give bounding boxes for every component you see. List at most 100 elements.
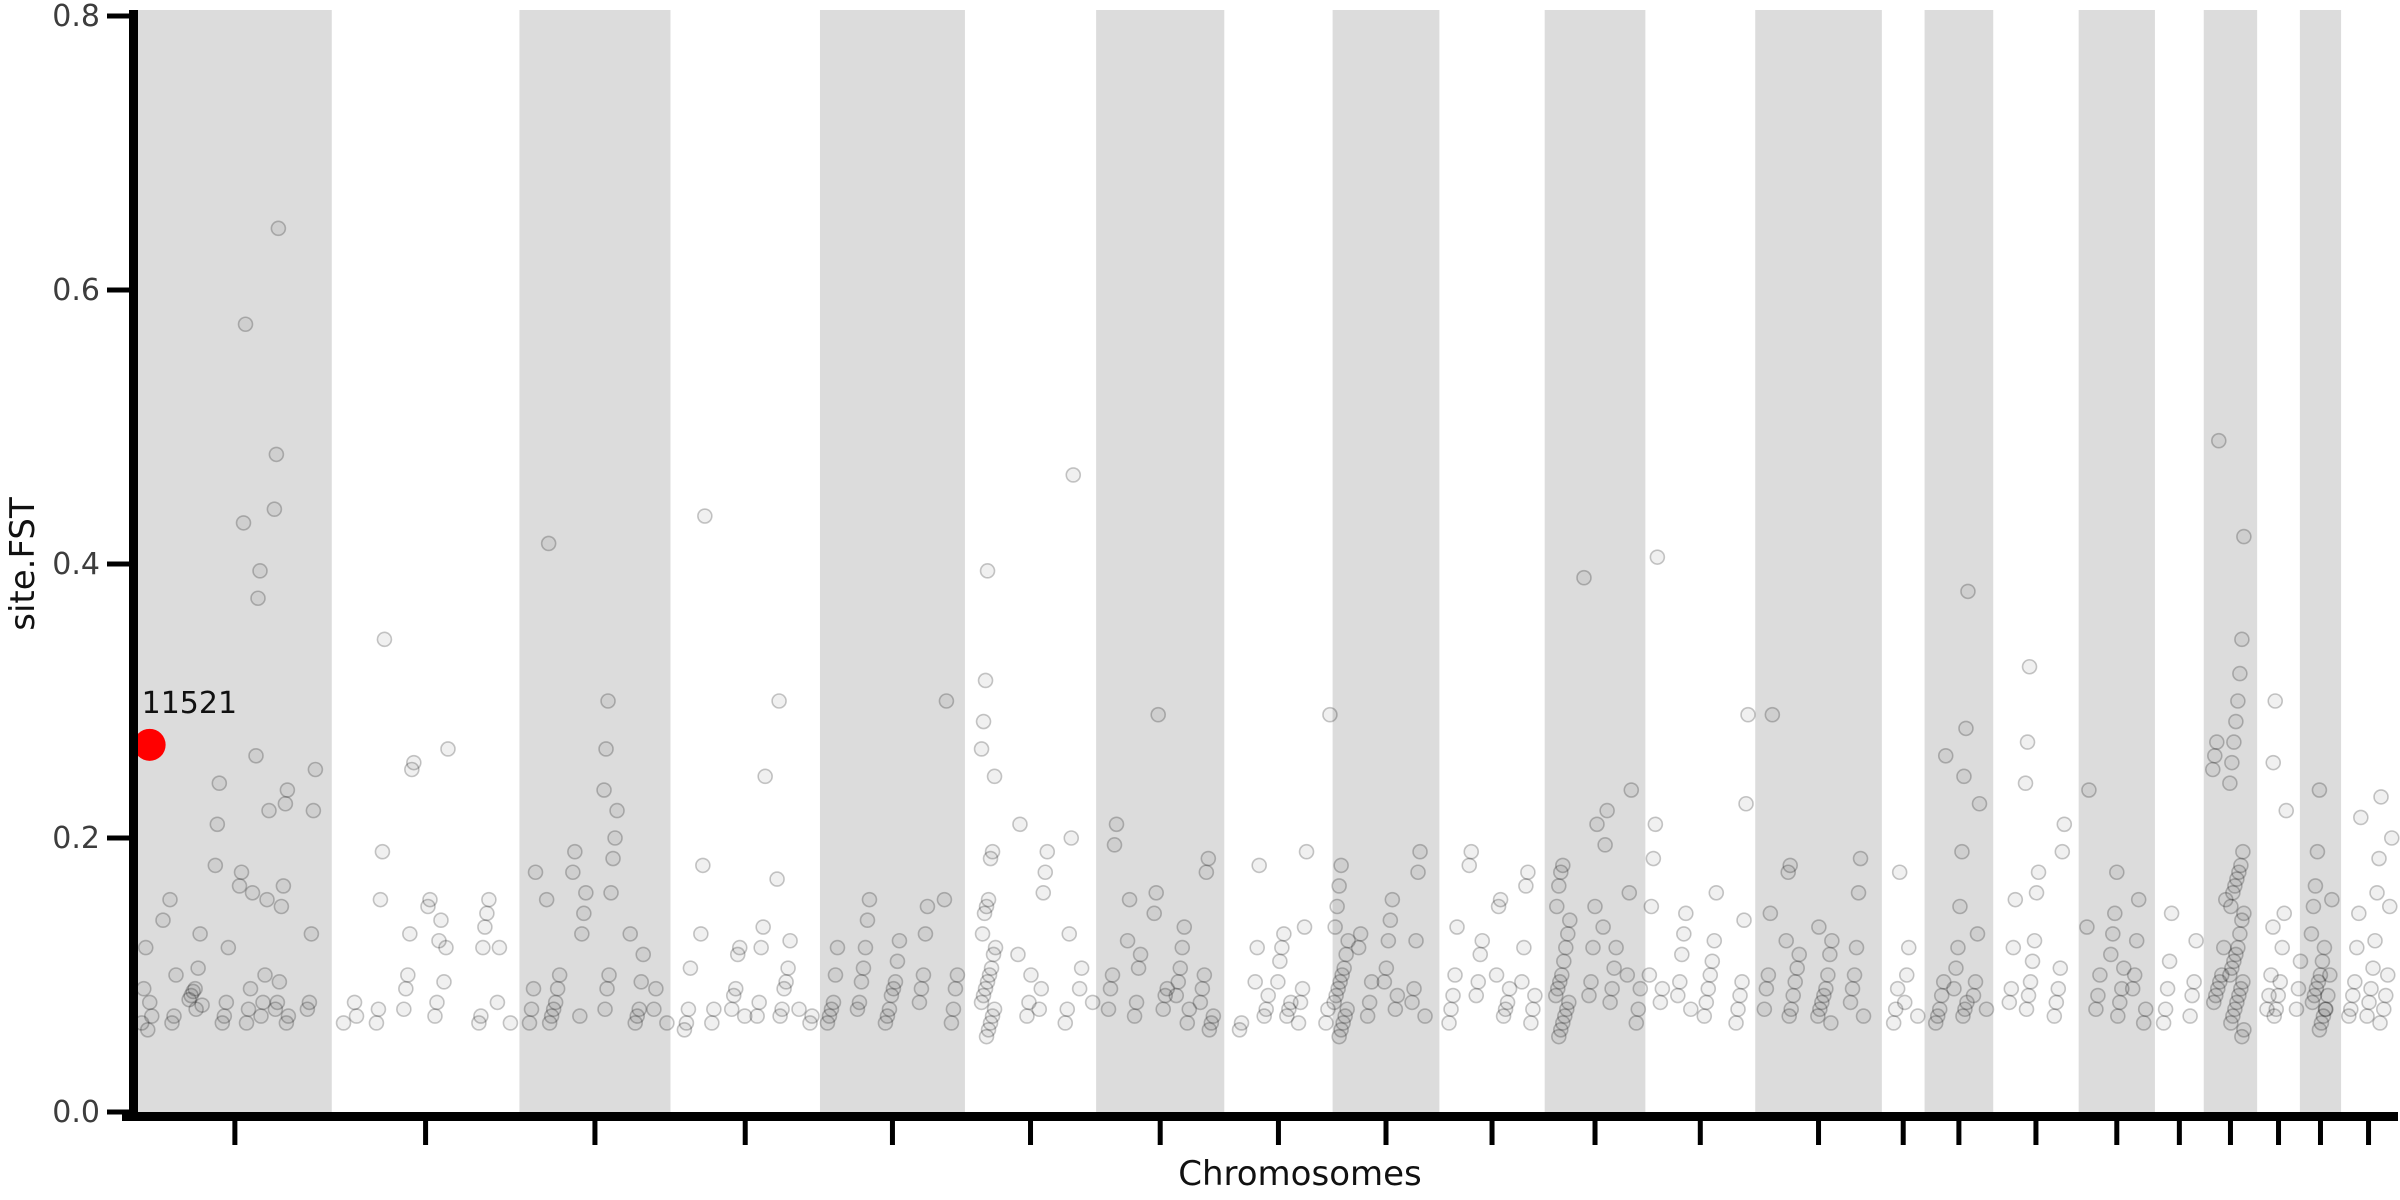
data-point — [523, 1001, 540, 1018]
data-point — [2259, 1001, 2275, 1018]
x-axis-tick — [889, 1121, 895, 1145]
data-point — [427, 1008, 443, 1024]
data-point — [1019, 1008, 1035, 1024]
data-point — [162, 891, 178, 908]
data-point — [2223, 1015, 2239, 1031]
data-point — [1950, 939, 1966, 956]
data-point — [2324, 891, 2340, 908]
data-point — [1937, 747, 1954, 764]
data-point — [936, 891, 953, 908]
data-point — [1322, 706, 1338, 723]
data-point — [1810, 1008, 1826, 1024]
data-point — [1698, 994, 1715, 1011]
data-point — [1497, 1001, 1514, 1018]
data-point — [248, 747, 264, 764]
data-point — [422, 891, 438, 908]
data-point — [2233, 980, 2249, 997]
data-point — [477, 919, 493, 935]
data-point — [2361, 994, 2377, 1011]
data-point — [1957, 1001, 1973, 1018]
data-point — [1959, 994, 1975, 1011]
y-tick-label: 0.6 — [52, 273, 100, 308]
data-point — [220, 939, 237, 956]
data-point — [659, 1015, 675, 1031]
data-point — [601, 967, 617, 983]
data-point — [2341, 1008, 2357, 1024]
data-point — [538, 891, 555, 908]
data-point — [827, 967, 844, 983]
data-point — [1276, 926, 1292, 942]
data-point — [2048, 994, 2065, 1011]
data-point — [2383, 830, 2400, 846]
data-point — [2222, 967, 2238, 983]
data-point — [771, 693, 787, 709]
data-point — [299, 1001, 316, 1018]
data-point — [1292, 994, 1309, 1011]
data-point — [945, 1001, 962, 1018]
data-point — [1645, 850, 1662, 867]
data-point — [402, 926, 418, 942]
data-point — [1933, 987, 1950, 1004]
data-point — [982, 850, 999, 867]
data-point — [1822, 946, 1838, 963]
data-point — [1700, 980, 1717, 997]
data-point — [2272, 974, 2289, 990]
data-point — [598, 741, 614, 757]
data-point — [2128, 932, 2145, 949]
data-point — [541, 1015, 558, 1031]
data-point — [1848, 939, 1865, 956]
data-point — [2232, 665, 2248, 682]
data-point — [1382, 912, 1399, 929]
data-point — [259, 891, 275, 908]
data-point — [2365, 960, 2381, 976]
data-point — [1896, 994, 1913, 1011]
data-point — [917, 926, 934, 942]
data-point — [2369, 884, 2385, 901]
data-point — [879, 1008, 896, 1024]
data-point — [2022, 974, 2039, 990]
data-point — [635, 946, 652, 963]
data-point — [2103, 946, 2119, 963]
data-point — [1150, 706, 1167, 723]
data-point — [977, 672, 994, 689]
data-point — [1389, 987, 1406, 1004]
data-point — [596, 782, 612, 798]
y-axis-tick — [107, 561, 129, 567]
data-point — [440, 741, 456, 757]
chromosome-band — [138, 10, 332, 1112]
data-point — [599, 980, 615, 997]
x-axis-tick — [1697, 1121, 1703, 1145]
data-point — [2205, 994, 2222, 1011]
data-point — [1447, 967, 1463, 983]
data-point — [429, 994, 445, 1011]
data-point — [2105, 926, 2121, 942]
data-point — [1606, 960, 1622, 976]
data-point — [1412, 843, 1428, 860]
x-axis-ticks — [232, 1121, 2372, 1145]
data-point — [1331, 878, 1347, 894]
data-point — [2231, 864, 2247, 881]
data-point — [877, 1015, 894, 1031]
data-point — [947, 980, 964, 997]
data-point — [1898, 967, 1915, 983]
data-point — [1550, 1028, 1567, 1045]
data-point — [982, 1015, 999, 1031]
data-point — [1523, 1015, 1539, 1031]
data-point — [257, 967, 273, 983]
data-point — [1525, 1001, 1541, 1018]
data-point — [2021, 658, 2038, 675]
data-point — [2234, 1028, 2250, 1045]
data-point — [2088, 1001, 2104, 1018]
data-point — [1814, 994, 1830, 1011]
data-point — [1630, 1001, 1647, 1018]
chromosome-band — [2078, 10, 2155, 1112]
data-point — [2126, 967, 2143, 983]
data-point — [1978, 1001, 1995, 1018]
data-point — [1445, 987, 1461, 1004]
x-axis-tick — [1275, 1121, 1281, 1145]
data-point — [1762, 905, 1779, 922]
x-axis-tick — [232, 1121, 238, 1145]
data-point — [857, 939, 874, 956]
data-point — [2266, 1008, 2283, 1024]
y-tick-label: 0.2 — [52, 821, 100, 856]
